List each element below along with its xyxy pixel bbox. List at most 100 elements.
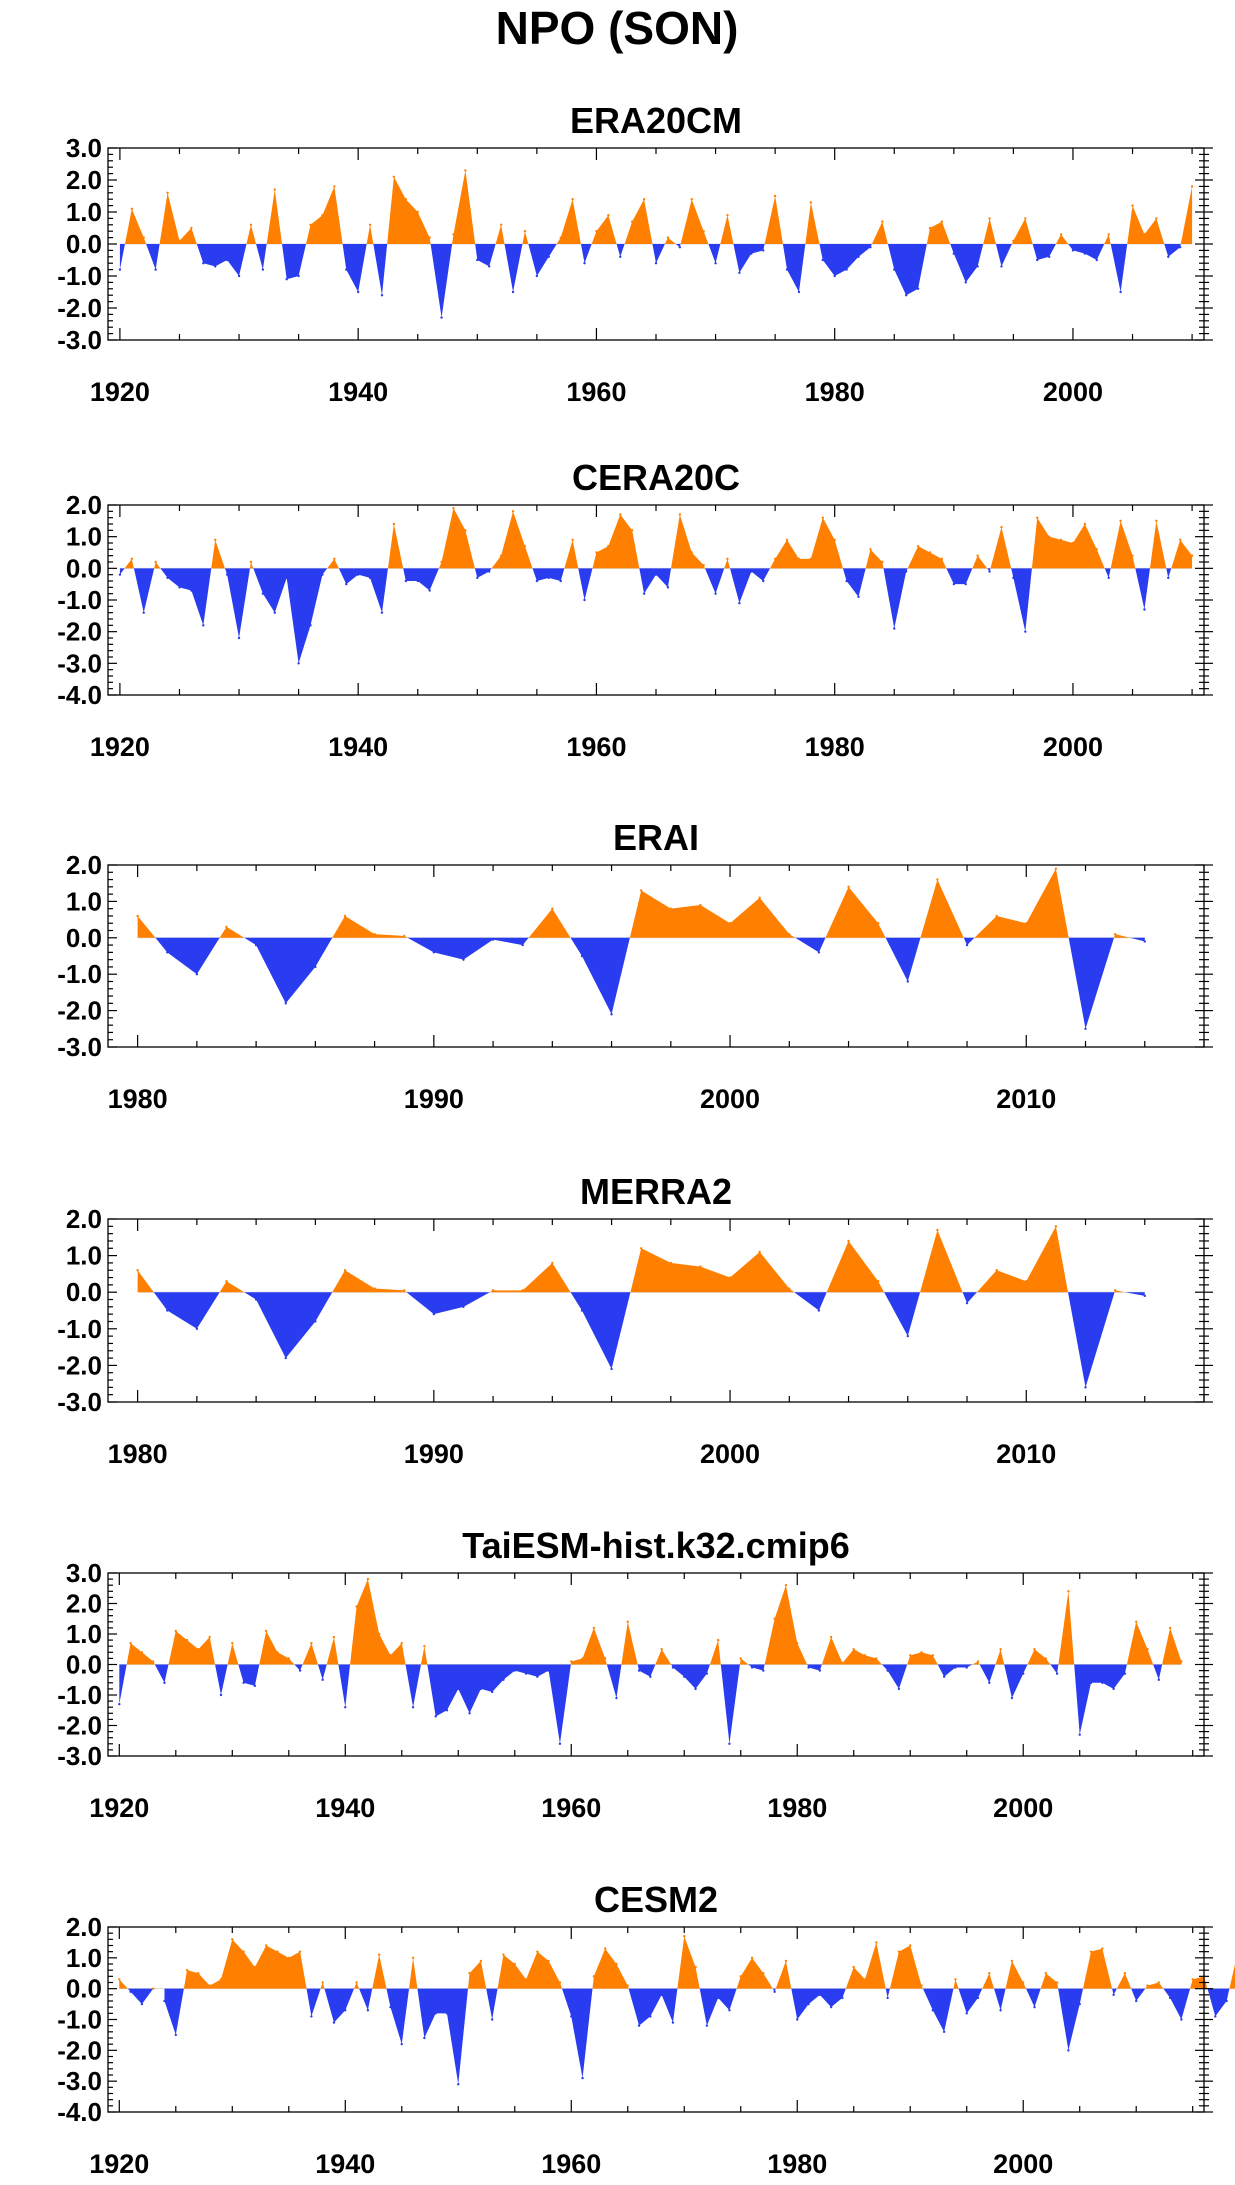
data-point-1983 bbox=[829, 1635, 833, 1639]
x-tick-label: 1920 bbox=[89, 2149, 149, 2179]
data-point-1928 bbox=[214, 538, 217, 542]
data-point-1938 bbox=[321, 1981, 324, 1984]
data-point-1960 bbox=[595, 230, 598, 233]
data-point-2001 bbox=[758, 1250, 761, 1254]
data-point-2001 bbox=[1033, 2005, 1036, 2009]
data-point-2014 bbox=[1180, 2018, 1183, 2021]
data-point-2004 bbox=[1119, 519, 1122, 523]
data-point-1981 bbox=[807, 1666, 810, 1669]
data-point-1977 bbox=[797, 290, 801, 294]
data-point-1996 bbox=[1024, 217, 1027, 220]
y-tick-label: -1.0 bbox=[57, 2005, 102, 2035]
data-point-1932 bbox=[261, 592, 265, 595]
data-point-1992 bbox=[976, 554, 979, 557]
data-point-1952 bbox=[479, 1959, 483, 1963]
data-point-1950 bbox=[457, 2083, 460, 2086]
data-point-1987 bbox=[343, 914, 347, 918]
y-tick-label: 0.0 bbox=[66, 229, 102, 259]
data-point-1947 bbox=[440, 560, 443, 564]
data-point-1930 bbox=[231, 1641, 234, 1645]
negative-area bbox=[119, 1664, 1163, 1744]
data-point-1946 bbox=[411, 1956, 415, 1960]
data-point-1953 bbox=[511, 290, 515, 294]
data-point-2000 bbox=[1022, 1672, 1025, 1675]
data-point-1950 bbox=[476, 576, 479, 580]
data-point-1961 bbox=[581, 1657, 584, 1660]
data-point-1938 bbox=[321, 1678, 324, 1681]
y-tick-label: 1.0 bbox=[66, 522, 102, 552]
data-point-1935 bbox=[287, 1956, 290, 1960]
data-point-1994 bbox=[954, 1978, 957, 1981]
data-point-2000 bbox=[728, 922, 732, 925]
x-tick-label: 1980 bbox=[108, 1084, 168, 1114]
x-tick-label: 2010 bbox=[996, 1084, 1056, 1114]
data-point-1964 bbox=[615, 1962, 618, 1966]
y-tick-label: -1.0 bbox=[57, 1680, 102, 1710]
data-point-1955 bbox=[535, 274, 539, 278]
data-point-1990 bbox=[909, 1944, 912, 1947]
data-point-2017 bbox=[1214, 2015, 1217, 2018]
data-point-1937 bbox=[321, 214, 324, 217]
data-point-2001 bbox=[1033, 1648, 1036, 1651]
data-point-1979 bbox=[821, 516, 824, 519]
data-point-1973 bbox=[750, 252, 753, 255]
data-point-1967 bbox=[649, 2015, 652, 2018]
data-point-1973 bbox=[716, 1996, 720, 2000]
data-point-1923 bbox=[152, 1987, 155, 1990]
data-point-1927 bbox=[202, 262, 205, 265]
data-point-1940 bbox=[356, 573, 360, 576]
data-point-1969 bbox=[702, 230, 705, 233]
data-point-1921 bbox=[130, 557, 134, 561]
data-point-1996 bbox=[610, 1367, 613, 1371]
y-tick-label: 3.0 bbox=[66, 1558, 102, 1588]
data-point-1952 bbox=[479, 1687, 483, 1691]
data-point-1948 bbox=[452, 233, 455, 236]
data-point-1957 bbox=[559, 579, 562, 583]
data-point-1963 bbox=[603, 1657, 607, 1660]
x-tick-label: 1920 bbox=[89, 1793, 149, 1823]
data-point-1930 bbox=[237, 274, 241, 278]
data-point-1922 bbox=[142, 236, 145, 239]
data-point-1998 bbox=[999, 2009, 1002, 2012]
positive-area bbox=[126, 1579, 1182, 1665]
positive-area bbox=[124, 170, 1193, 244]
data-point-2004 bbox=[1119, 290, 1122, 294]
data-point-1941 bbox=[355, 1981, 358, 1984]
data-point-1940 bbox=[356, 290, 360, 294]
data-point-1970 bbox=[714, 592, 717, 595]
data-point-2008 bbox=[1167, 255, 1170, 258]
data-point-1968 bbox=[660, 1993, 663, 1997]
x-tick-label: 1960 bbox=[566, 732, 626, 762]
data-point-2000 bbox=[1071, 249, 1075, 252]
data-point-1958 bbox=[547, 1959, 550, 1963]
data-point-1936 bbox=[309, 624, 312, 627]
data-point-1996 bbox=[610, 1013, 613, 1016]
data-point-1925 bbox=[174, 2033, 177, 2037]
y-tick-label: -2.0 bbox=[57, 996, 102, 1026]
data-point-1927 bbox=[202, 624, 205, 627]
data-point-1934 bbox=[276, 1950, 279, 1953]
data-point-1933 bbox=[273, 611, 276, 614]
data-point-1936 bbox=[298, 1669, 302, 1672]
data-point-1971 bbox=[694, 1687, 697, 1691]
data-point-1991 bbox=[462, 1305, 465, 1309]
data-point-1932 bbox=[253, 1965, 257, 1969]
data-point-1955 bbox=[535, 579, 539, 583]
data-point-2005 bbox=[1131, 204, 1134, 207]
data-point-1995 bbox=[1012, 239, 1015, 242]
data-point-1956 bbox=[547, 255, 550, 258]
data-point-2002 bbox=[1095, 258, 1098, 262]
data-points bbox=[136, 1225, 1146, 1389]
data-point-2000 bbox=[1022, 1981, 1025, 1984]
data-point-2009 bbox=[1178, 246, 1182, 249]
data-point-1992 bbox=[491, 938, 495, 941]
data-point-1979 bbox=[784, 1584, 788, 1587]
data-point-1989 bbox=[940, 557, 944, 561]
data-point-1929 bbox=[219, 1978, 223, 1981]
positive-area bbox=[137, 1226, 1126, 1293]
data-point-1922 bbox=[140, 1651, 144, 1654]
data-point-2002 bbox=[788, 932, 791, 936]
data-point-1980 bbox=[796, 2018, 799, 2021]
data-point-1929 bbox=[225, 258, 229, 262]
data-point-1959 bbox=[583, 262, 586, 265]
